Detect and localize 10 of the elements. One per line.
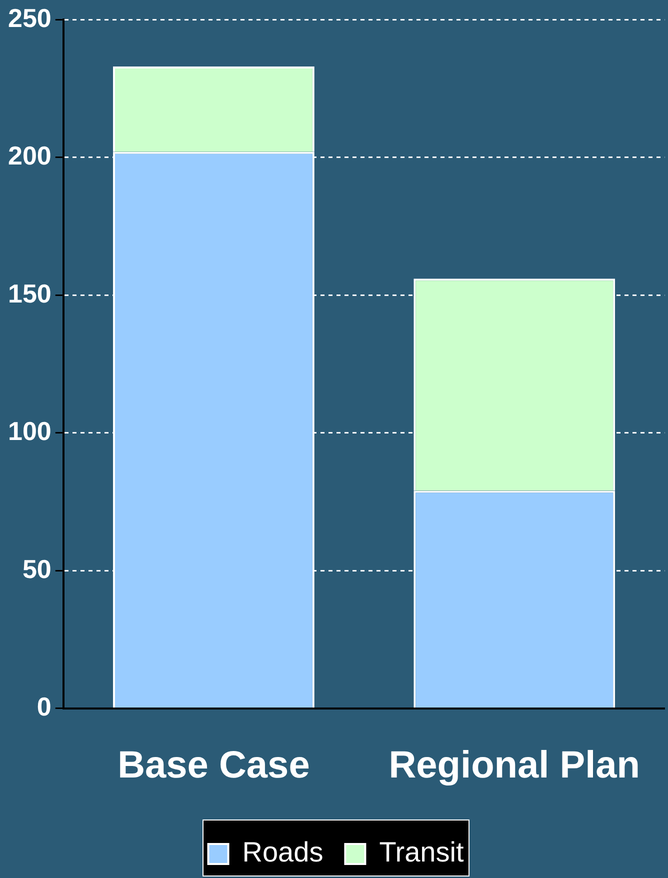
legend-label: Transit: [379, 836, 464, 868]
x-tick-label: Regional Plan: [388, 744, 640, 787]
y-tick-label: 100: [8, 416, 52, 446]
x-tick-label: Base Case: [118, 744, 310, 787]
y-tick-label: 0: [36, 692, 52, 722]
legend-label: Roads: [242, 836, 324, 868]
y-tick-label: 150: [8, 278, 52, 308]
y-tick-label: 250: [8, 2, 52, 33]
y-tick-label: 200: [8, 140, 52, 171]
y-tick-label: 50: [22, 554, 52, 584]
